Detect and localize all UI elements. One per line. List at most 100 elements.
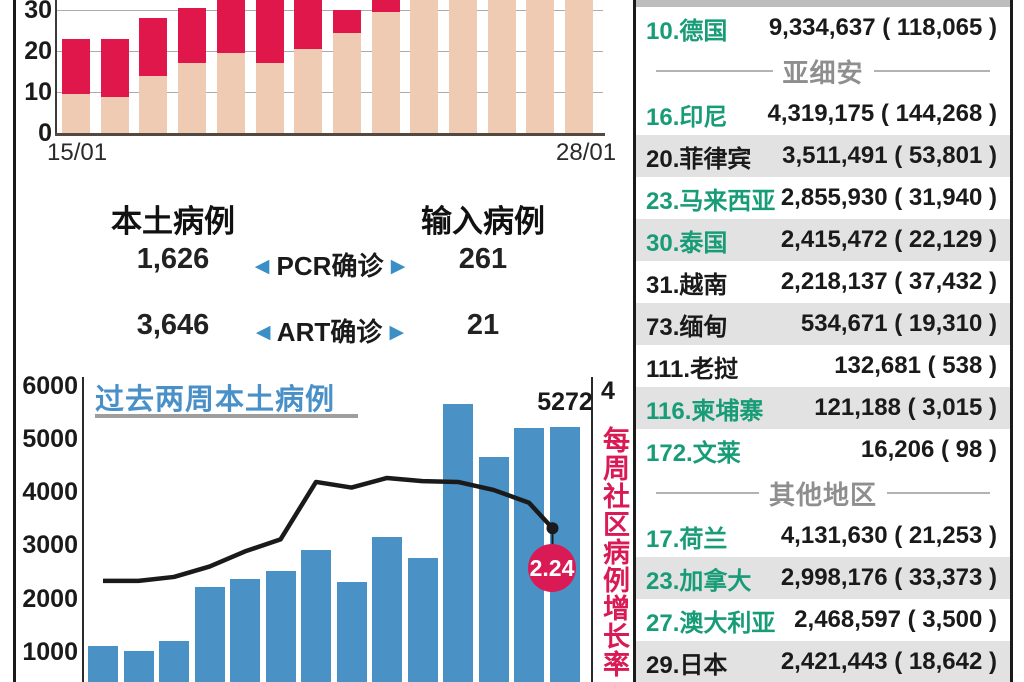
- weekly-chart-title-underline: [95, 414, 358, 418]
- section-title: 其他地区: [769, 479, 878, 510]
- last-bar-value-label: 5272: [537, 388, 593, 416]
- country-case-count: 16,206 ( 98 ): [860, 436, 997, 463]
- weekly-chart-title: 过去两周本土病例: [95, 384, 336, 416]
- stacked-bar-pink: [62, 94, 90, 133]
- y-tick-label: 1000: [22, 637, 78, 666]
- stacked-bar-pink: [100, 96, 129, 133]
- stacked-bar-pink: [371, 12, 400, 133]
- weekly-case-bar: [301, 550, 331, 682]
- ranking-row: 29.日本 2,421,443 ( 18,642 ): [636, 641, 1010, 682]
- y-tick-label: 10: [24, 78, 52, 106]
- ranking-row: 73.缅甸 534,671 ( 19,310 ): [636, 303, 1010, 345]
- growth-rate-axis-label: 每周社区病例增长率: [599, 426, 629, 678]
- local-pcr-value: 1,626: [136, 243, 210, 275]
- country-rank-name: 116.柬埔寨: [646, 397, 764, 425]
- pcr-label-text: PCR确诊: [276, 251, 384, 281]
- ranking-row: 172.文莱 16,206 ( 98 ): [636, 429, 1010, 471]
- y-tick-label: 4000: [22, 478, 78, 507]
- gridline-30: [57, 10, 603, 11]
- stacked-bar-pink: [255, 63, 284, 133]
- section-line-right: [887, 492, 991, 494]
- stacked-bar-red: [100, 38, 129, 97]
- country-ranking-table: 10.德国 9,334,637 ( 118,065 ) 亚细安 16.印尼 4,319,…: [633, 0, 1013, 682]
- stacked-bar-red: [371, 0, 400, 13]
- ranking-row: 20.菲律宾 3,511,491 ( 53,801 ): [636, 135, 1010, 177]
- country-case-count: 534,671 ( 19,310 ): [800, 310, 997, 337]
- x-label-last: 28/01: [556, 139, 617, 166]
- daily-chart-baseline: [55, 133, 605, 136]
- daily-chart-y-labels: 0 10 20 30: [18, 0, 52, 160]
- weekly-chart-left-axis: [82, 377, 84, 682]
- ranking-row: 111.老挝 132,681 ( 538 ): [636, 345, 1010, 387]
- stacked-bar-pink: [294, 48, 323, 133]
- right-axis-top-tick: 4: [601, 377, 615, 405]
- country-case-count: 121,188 ( 3,015 ): [814, 394, 997, 421]
- ranking-row: 16.印尼 4,319,175 ( 144,268 ): [636, 93, 1010, 135]
- daily-cases-chart: 0 10 20 30 15/01 28/01: [0, 0, 633, 170]
- section-line-left: [656, 70, 773, 72]
- weekly-case-bar: [372, 536, 402, 682]
- daily-chart-y-axis: [55, 0, 57, 133]
- y-tick-label: 30: [24, 0, 52, 24]
- y-tick-label: 0: [38, 119, 52, 147]
- weekly-case-bar: [159, 640, 189, 682]
- weekly-case-bar: [265, 571, 296, 682]
- country-rank-name: 23.加拿大: [646, 567, 752, 595]
- ranking-row: 17.荷兰 4,131,630 ( 21,253 ): [636, 515, 1010, 557]
- weekly-case-bar: [123, 651, 154, 682]
- country-rank-name: 172.文莱: [646, 439, 741, 467]
- stacked-bar-red: [255, 0, 284, 64]
- weekly-case-bar: [88, 645, 118, 682]
- weekly-case-bar: [194, 587, 225, 682]
- local-art-value: 3,646: [136, 309, 210, 341]
- country-rank-name: 17.荷兰: [646, 525, 728, 553]
- imported-pcr-value: 261: [458, 243, 508, 275]
- country-case-count: 3,511,491 ( 53,801 ): [782, 142, 997, 169]
- country-case-count: 9,334,637 ( 118,065 ): [768, 14, 997, 41]
- country-rank-name: 111.老挝: [646, 355, 739, 383]
- y-tick-label: 5000: [22, 425, 78, 453]
- country-rank-name: 30.泰国: [646, 229, 728, 257]
- weekly-case-bar: [443, 403, 473, 682]
- ranking-section-divider: 其他地区: [636, 471, 1010, 515]
- daily-chart-plot: [57, 0, 603, 133]
- stacked-bar-pink: [526, 0, 555, 133]
- stacked-bar-pink: [139, 75, 168, 133]
- ranking-row: 23.加拿大 2,998,176 ( 33,373 ): [636, 557, 1010, 599]
- section-line-right: [873, 70, 991, 72]
- ranking-row: 116.柬埔寨 121,188 ( 3,015 ): [636, 387, 1010, 429]
- stacked-bar-pink: [487, 0, 516, 133]
- imported-art-value: 21: [466, 309, 500, 341]
- country-case-count: 2,855,930 ( 31,940 ): [780, 184, 997, 211]
- ranking-row: 31.越南 2,218,137 ( 37,432 ): [636, 261, 1010, 303]
- weekly-chart-right-axis: [591, 377, 593, 682]
- growth-rate-line: [103, 475, 559, 584]
- right-triangle-icon: ▶: [390, 256, 406, 277]
- country-case-count: 2,468,597 ( 3,500 ): [794, 606, 997, 633]
- weekly-case-bar: [336, 581, 367, 682]
- left-triangle-icon: ◀: [254, 256, 270, 277]
- growth-rate-polyline: [103, 475, 555, 584]
- y-tick-label: 6000: [22, 371, 78, 400]
- x-label-first: 15/01: [47, 139, 108, 166]
- stacked-bar-red: [178, 7, 207, 64]
- stacked-bar-pink: [216, 53, 245, 133]
- ranking-row: 30.泰国 2,415,472 ( 22,129 ): [636, 219, 1010, 261]
- stacked-bar-red: [62, 38, 90, 95]
- pcr-label: ◀ PCR确诊 ▶: [250, 246, 410, 283]
- section-title: 亚细安: [782, 57, 864, 88]
- infographic-left-border: [13, 0, 16, 682]
- stacked-bar-pink: [178, 63, 207, 133]
- ranking-section-divider: 亚细安: [636, 49, 1010, 93]
- stacked-bar-pink: [565, 0, 594, 133]
- art-label: ◀ ART确诊 ▶: [250, 312, 410, 349]
- stacked-bar-pink: [449, 0, 477, 133]
- weekly-case-bar: [407, 558, 438, 682]
- country-case-count: 2,421,443 ( 18,642 ): [780, 648, 997, 675]
- ranking-row: 23.马来西亚 2,855,930 ( 31,940 ): [636, 177, 1010, 219]
- stacked-bar-red: [216, 0, 245, 54]
- gridline-20: [57, 51, 603, 52]
- daily-chart-x-labels: 15/01 28/01: [0, 139, 633, 166]
- imported-cases-title: 输入病例: [421, 204, 545, 239]
- country-case-count: 2,218,137 ( 37,432 ): [780, 268, 997, 295]
